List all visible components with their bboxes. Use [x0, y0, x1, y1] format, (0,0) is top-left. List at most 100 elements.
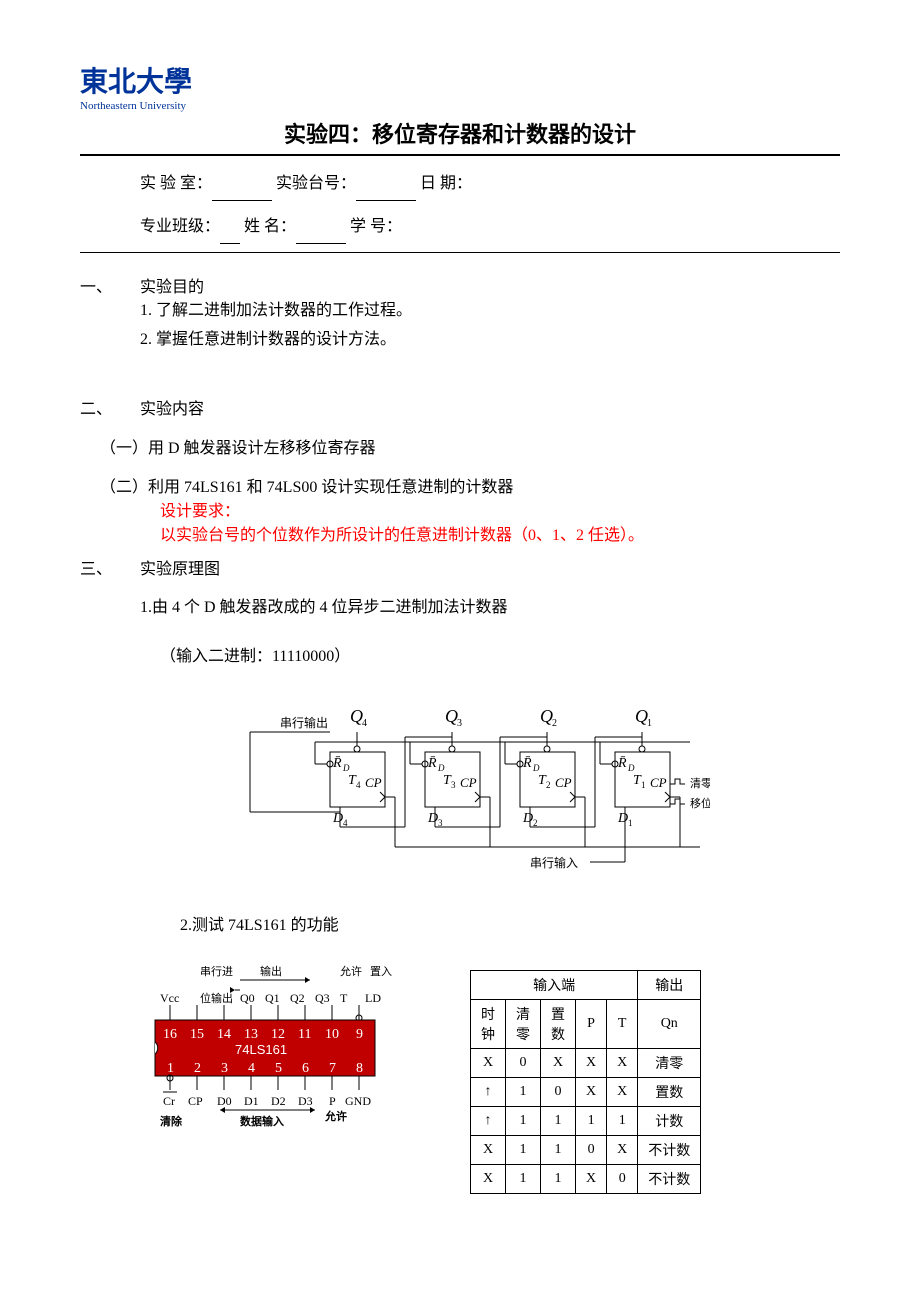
svg-text:1: 1 [167, 1061, 174, 1076]
svg-text:D: D [332, 811, 343, 826]
flipflop-svg: 串行输出 Q 4 R̄ D T 4 CP D 4 Q 3 [210, 692, 710, 892]
svg-text:CP: CP [188, 1094, 203, 1108]
chip-diagram: 串行进 位输出 输出 允许 置入 Vcc Q0 Q1 Q2 Q3 T LD [140, 960, 400, 1165]
svg-text:5: 5 [275, 1061, 282, 1076]
svg-text:Vcc: Vcc [160, 991, 179, 1005]
section3-item1-note: （输入二进制：11110000） [140, 643, 840, 672]
svg-text:R̄: R̄ [617, 755, 627, 770]
output-header: 输出 [638, 971, 701, 1000]
svg-text:Q2: Q2 [290, 991, 305, 1005]
svg-text:D: D [427, 811, 438, 826]
svg-text:输出: 输出 [260, 964, 282, 978]
svg-text:D: D [437, 763, 445, 773]
svg-text:R̄: R̄ [332, 755, 342, 770]
section-2: 二、 实验内容 （一）用 D 触发器设计左移移位寄存器 （二）利用 74LS16… [80, 395, 840, 545]
section3-item2: 2.测试 74LS161 的功能 [180, 912, 840, 941]
section-1: 一、 实验目的 1. 了解二进制加法计数器的工作过程。 2. 掌握任意进制计数器… [80, 273, 840, 355]
col-qn: Qn [638, 1000, 701, 1049]
name-label: 姓 名： [244, 218, 296, 235]
svg-text:16: 16 [163, 1027, 177, 1042]
section1-item1: 1. 了解二进制加法计数器的工作过程。 [140, 297, 840, 326]
svg-text:4: 4 [248, 1061, 255, 1076]
logo-subtext: Northeastern University [80, 100, 840, 112]
svg-text:CP: CP [460, 775, 477, 790]
logo: 東北大學 Northeastern University [80, 60, 840, 112]
svg-text:串行输入: 串行输入 [530, 855, 578, 870]
svg-text:3: 3 [457, 718, 462, 729]
name-blank [296, 226, 346, 244]
section2-num: 二、 [80, 395, 140, 419]
table-row: X 1 1 X 0 不计数 [471, 1165, 701, 1194]
id-label: 学 号： [350, 218, 402, 235]
title-divider [80, 154, 840, 156]
svg-text:12: 12 [271, 1027, 285, 1042]
svg-text:位输出: 位输出 [200, 991, 233, 1005]
svg-text:10: 10 [325, 1027, 339, 1042]
col-clock: 时钟 [471, 1000, 506, 1049]
req-text: 以实验台号的个位数作为所设计的任意进制计数器（0、1、2 任选）。 [80, 521, 840, 545]
col-clear: 清零 [506, 1000, 541, 1049]
header-divider [80, 252, 840, 253]
page-title: 实验四：移位寄存器和计数器的设计 [80, 117, 840, 149]
svg-text:GND: GND [345, 1094, 371, 1108]
svg-text:14: 14 [217, 1027, 231, 1042]
svg-text:置入: 置入 [370, 965, 392, 978]
col-p: P [576, 1000, 607, 1049]
section1-title: 实验目的 [140, 273, 204, 297]
table-row: ↑ 1 0 X X 置数 [471, 1078, 701, 1107]
col-t: T [607, 1000, 638, 1049]
svg-text:4: 4 [362, 718, 367, 729]
svg-text:2: 2 [552, 718, 557, 729]
svg-text:13: 13 [244, 1027, 258, 1042]
section3-item1: 1.由 4 个 D 触发器改成的 4 位异步二进制加法计数器 [140, 594, 840, 623]
section1-item2: 2. 掌握任意进制计数器的设计方法。 [140, 326, 840, 355]
svg-text:8: 8 [356, 1061, 363, 1076]
svg-text:1: 1 [641, 780, 646, 790]
svg-text:D3: D3 [298, 1094, 313, 1108]
station-blank [356, 183, 416, 201]
svg-text:1: 1 [647, 718, 652, 729]
svg-text:数据输入: 数据输入 [240, 1114, 284, 1128]
svg-text:3: 3 [221, 1061, 228, 1076]
svg-text:Q0: Q0 [240, 991, 255, 1005]
svg-text:CP: CP [555, 775, 572, 790]
svg-text:2: 2 [546, 780, 551, 790]
svg-text:11: 11 [298, 1027, 311, 1042]
svg-text:CP: CP [365, 775, 382, 790]
svg-text:74LS161: 74LS161 [235, 1042, 287, 1057]
svg-text:清零: 清零 [690, 777, 710, 790]
svg-text:LD: LD [365, 991, 381, 1005]
svg-text:D: D [342, 763, 350, 773]
svg-text:15: 15 [190, 1027, 204, 1042]
svg-text:Cr: Cr [163, 1094, 175, 1108]
svg-text:清除: 清除 [160, 1114, 183, 1128]
chip-row: 串行进 位输出 输出 允许 置入 Vcc Q0 Q1 Q2 Q3 T LD [80, 960, 840, 1194]
function-table: 输入端 输出 时钟 清零 置数 P T Qn X 0 X X X 清零 ↑ 1 … [470, 970, 701, 1194]
svg-text:D: D [617, 811, 628, 826]
section3-title: 实验原理图 [140, 555, 220, 579]
svg-text:Q1: Q1 [265, 991, 280, 1005]
req-label: 设计要求： [80, 497, 840, 521]
table-row: X 0 X X X 清零 [471, 1049, 701, 1078]
svg-text:6: 6 [302, 1061, 309, 1076]
section-3: 三、 实验原理图 1.由 4 个 D 触发器改成的 4 位异步二进制加法计数器 … [80, 555, 840, 672]
class-blank [220, 226, 240, 244]
svg-text:D: D [522, 811, 533, 826]
svg-text:移位脉冲: 移位脉冲 [690, 796, 710, 810]
svg-text:P: P [329, 1094, 336, 1108]
svg-text:允许: 允许 [324, 1109, 347, 1123]
date-label: 日 期： [420, 175, 472, 192]
svg-text:T: T [340, 991, 348, 1005]
svg-text:9: 9 [356, 1027, 363, 1042]
svg-text:串行输出: 串行输出 [280, 715, 328, 730]
section3-num: 三、 [80, 555, 140, 579]
table-row: X 1 1 0 X 不计数 [471, 1136, 701, 1165]
lab-label: 实 验 室： [140, 175, 212, 192]
svg-text:D1: D1 [244, 1094, 259, 1108]
section2-sub1: （一）用 D 触发器设计左移移位寄存器 [80, 434, 840, 458]
section2-sub2: （二）利用 74LS161 和 74LS00 设计实现任意进制的计数器 [80, 473, 840, 497]
svg-text:4: 4 [356, 780, 361, 790]
svg-text:D: D [627, 763, 635, 773]
svg-text:允许: 允许 [340, 964, 362, 978]
col-set: 置数 [541, 1000, 576, 1049]
